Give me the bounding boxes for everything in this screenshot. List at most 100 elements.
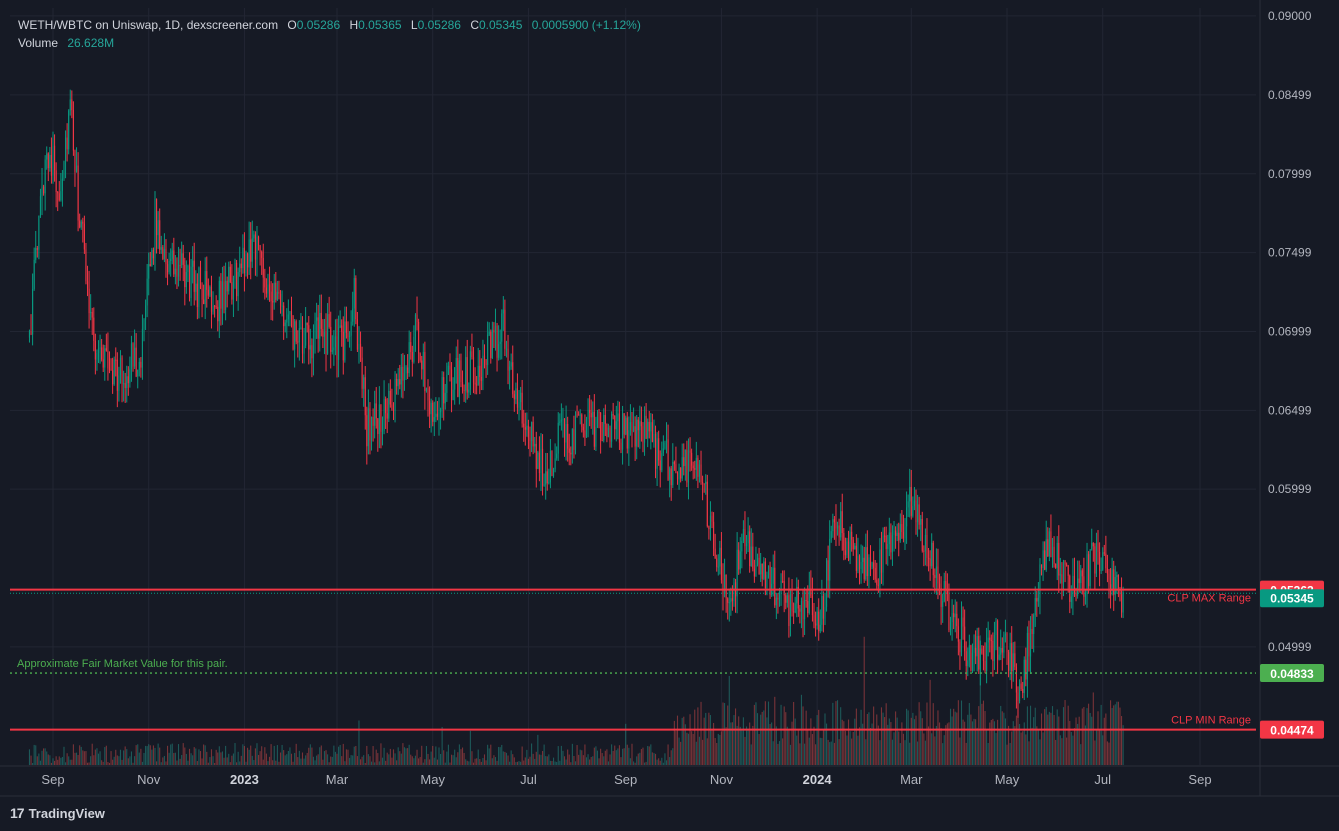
candle-body — [902, 532, 904, 539]
volume-bar — [706, 738, 708, 765]
volume-bar — [152, 745, 154, 765]
candle-body — [1014, 653, 1016, 667]
volume-bar — [305, 755, 307, 765]
candle-body — [669, 468, 671, 480]
candle-body — [210, 287, 213, 312]
volume-bar — [356, 756, 358, 765]
volume-bar — [319, 747, 321, 765]
candle-body — [507, 348, 509, 371]
candle-body — [832, 519, 834, 532]
volume-bar — [976, 727, 978, 765]
candle-body — [196, 283, 198, 308]
volume-bar — [975, 719, 977, 765]
volume-bar — [758, 733, 760, 765]
volume-bar — [893, 732, 895, 765]
volume-bar — [797, 730, 799, 765]
volume-bar — [634, 762, 636, 765]
volume-bar — [625, 723, 627, 765]
candle-body — [938, 583, 941, 588]
volume-bar — [440, 753, 442, 765]
candle-body — [706, 481, 708, 527]
volume-bar — [327, 754, 329, 765]
legend-volume-label: Volume — [18, 36, 59, 50]
x-tick-label: Mar — [900, 772, 923, 787]
volume-bar — [347, 749, 349, 765]
volume-bar — [397, 747, 399, 765]
candle-body — [841, 511, 843, 534]
candle-body — [52, 145, 54, 176]
volume-bar — [225, 745, 227, 765]
candle-body — [799, 608, 801, 612]
candle-body — [793, 611, 795, 613]
volume-bar — [113, 756, 115, 765]
volume-bar — [38, 753, 40, 765]
volume-bar — [50, 762, 52, 765]
candle-body — [297, 341, 299, 343]
volume-bar — [450, 754, 453, 765]
candle-body — [755, 564, 757, 577]
tradingview-branding[interactable]: 17 TradingView — [10, 805, 105, 821]
candle-body — [882, 535, 884, 573]
candle-body — [691, 452, 693, 466]
candle-body — [672, 461, 674, 486]
candle-body — [896, 532, 898, 536]
volume-bar — [805, 710, 807, 765]
volume-bar — [574, 761, 577, 765]
volume-bar — [279, 752, 282, 765]
candle-body — [1023, 659, 1025, 693]
volume-bar — [731, 722, 733, 765]
volume-bar — [858, 727, 861, 765]
volume-bar — [772, 741, 774, 765]
candle-body — [482, 355, 484, 381]
volume-bar — [156, 761, 158, 765]
volume-bar — [39, 760, 41, 765]
y-tick-label: 0.09000 — [1268, 9, 1312, 23]
volume-bar — [543, 744, 545, 765]
candle-body — [808, 588, 810, 614]
candle-body — [273, 282, 275, 303]
volume-bar — [981, 703, 983, 765]
candle-body — [731, 598, 733, 602]
candle-body — [358, 343, 360, 350]
volume-bar — [529, 756, 531, 765]
volume-bar — [1058, 716, 1060, 765]
candle-body — [684, 449, 686, 467]
candle-body — [411, 352, 413, 362]
volume-bar — [581, 750, 583, 765]
volume-bar — [623, 748, 625, 765]
candle-body — [176, 268, 178, 277]
volume-bar — [342, 743, 344, 765]
volume-bar — [918, 702, 920, 765]
candle-body — [251, 238, 253, 262]
candle-body — [532, 421, 534, 447]
candle-body — [250, 239, 252, 262]
volume-bar — [877, 725, 879, 765]
volume-bar — [264, 747, 266, 765]
candle-body — [65, 137, 67, 162]
candle-body — [1019, 683, 1021, 701]
candle-body — [146, 278, 148, 306]
volume-bar — [199, 751, 202, 765]
volume-bar — [951, 716, 953, 765]
volume-bar — [438, 747, 440, 765]
candle-body — [152, 249, 154, 259]
candle-body — [849, 531, 851, 561]
volume-bar — [711, 729, 713, 765]
volume-bar — [499, 747, 501, 765]
candle-body — [410, 342, 412, 353]
volume-bar — [196, 761, 198, 765]
candle-body — [424, 352, 426, 392]
volume-bar — [99, 751, 101, 765]
candle-body — [943, 581, 945, 602]
candle-body — [673, 461, 675, 465]
volume-bar — [223, 757, 225, 765]
volume-bar — [267, 761, 269, 765]
volume-bar — [391, 757, 393, 765]
candle-body — [323, 331, 326, 337]
legend-low-value: 0.05286 — [417, 18, 461, 32]
candle-body — [680, 467, 682, 479]
candle-body — [154, 199, 156, 259]
volume-bar — [560, 745, 562, 765]
